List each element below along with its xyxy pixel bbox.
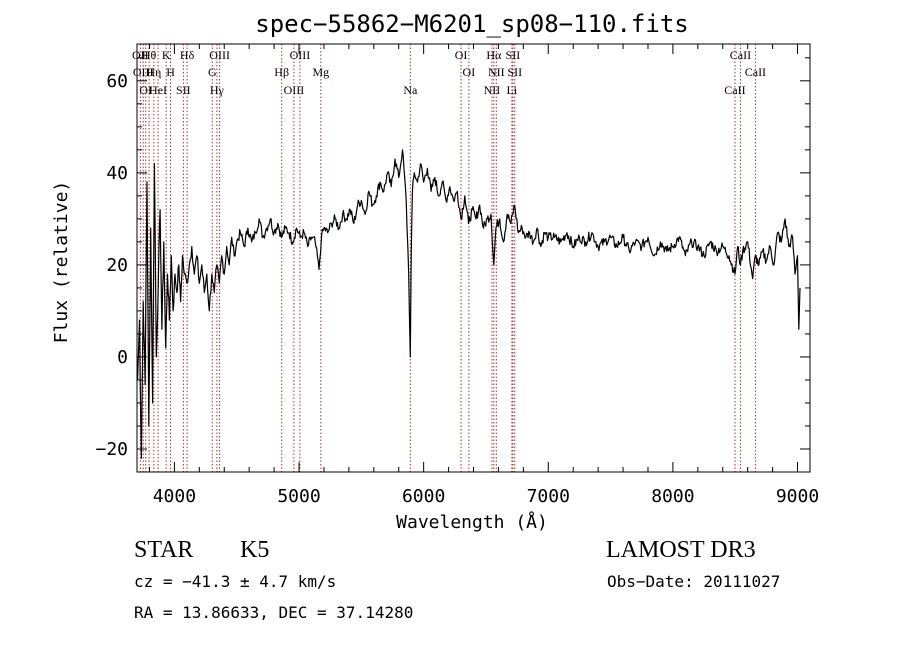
line-label: SII bbox=[176, 83, 191, 97]
line-label: Hα bbox=[486, 48, 502, 62]
line-label: OI bbox=[455, 48, 468, 62]
line-label: Hβ bbox=[274, 65, 289, 79]
observation-date: Obs−Date: 20111027 bbox=[607, 572, 781, 591]
line-label: Li bbox=[507, 83, 518, 97]
plot-frame bbox=[136, 43, 811, 473]
line-label: Na bbox=[403, 83, 418, 97]
x-tick-label: 6000 bbox=[402, 486, 445, 507]
line-label: OIII bbox=[284, 83, 305, 97]
x-tick-label: 7000 bbox=[527, 486, 570, 507]
y-tick-label: 20 bbox=[106, 255, 128, 276]
spectrum-line bbox=[137, 149, 801, 459]
spectral-subclass: K5 bbox=[240, 537, 270, 563]
x-tick-label: 8000 bbox=[651, 486, 694, 507]
redshift-velocity: cz = −41.3 ± 4.7 km/s bbox=[134, 572, 337, 591]
y-tick-label: −20 bbox=[95, 439, 128, 460]
line-label: Mg bbox=[312, 65, 329, 79]
y-tick-label: 40 bbox=[106, 163, 128, 184]
line-label: SII bbox=[507, 65, 522, 79]
ra-dec-coordinates: RA = 13.86633, DEC = 37.14280 bbox=[134, 603, 414, 622]
line-label: OIII bbox=[209, 48, 230, 62]
line-markers bbox=[139, 44, 756, 472]
survey-name: LAMOST DR3 bbox=[606, 537, 756, 563]
y-axis-label: Flux (relative) bbox=[51, 181, 72, 344]
y-tick-label: 60 bbox=[106, 71, 128, 92]
line-label: Hδ bbox=[180, 48, 195, 62]
y-tick-label: 0 bbox=[117, 347, 128, 368]
line-label: OIII bbox=[133, 65, 154, 79]
line-label: K bbox=[162, 48, 171, 62]
line-label: OIII bbox=[290, 48, 311, 62]
x-tick-label: 5000 bbox=[277, 486, 320, 507]
chart-title: spec−55862−M6201_sp08−110.fits bbox=[255, 10, 688, 38]
line-label: OI bbox=[463, 65, 476, 79]
line-label: OII bbox=[132, 48, 149, 62]
line-label: CaII bbox=[730, 48, 751, 62]
object-class: STAR bbox=[134, 537, 194, 563]
line-label: NII bbox=[488, 65, 505, 79]
line-label: SII bbox=[506, 48, 521, 62]
x-tick-label: 4000 bbox=[153, 486, 196, 507]
line-label: OI bbox=[139, 83, 152, 97]
line-label: NII bbox=[484, 83, 501, 97]
line-label: Hη bbox=[146, 65, 161, 79]
line-label: G bbox=[208, 65, 217, 79]
line-label: Hθ bbox=[142, 48, 157, 62]
x-axis-label: Wavelength (Å) bbox=[396, 511, 548, 533]
line-label: H bbox=[166, 65, 175, 79]
line-label: CaII bbox=[724, 83, 745, 97]
line-label: CaII bbox=[745, 65, 766, 79]
line-label: HeI bbox=[149, 83, 167, 97]
axis-ticks bbox=[137, 44, 810, 472]
tick-labels: 4000 5000 6000 7000 8000 9000 −20 0 20 40 60 bbox=[95, 71, 819, 507]
line-labels: OIIOIIIOIHθHηHeIKHSIIHδGHγOIIIHβOIIIOIII… bbox=[132, 48, 766, 97]
line-label: Hγ bbox=[210, 83, 225, 97]
x-tick-label: 9000 bbox=[776, 486, 819, 507]
